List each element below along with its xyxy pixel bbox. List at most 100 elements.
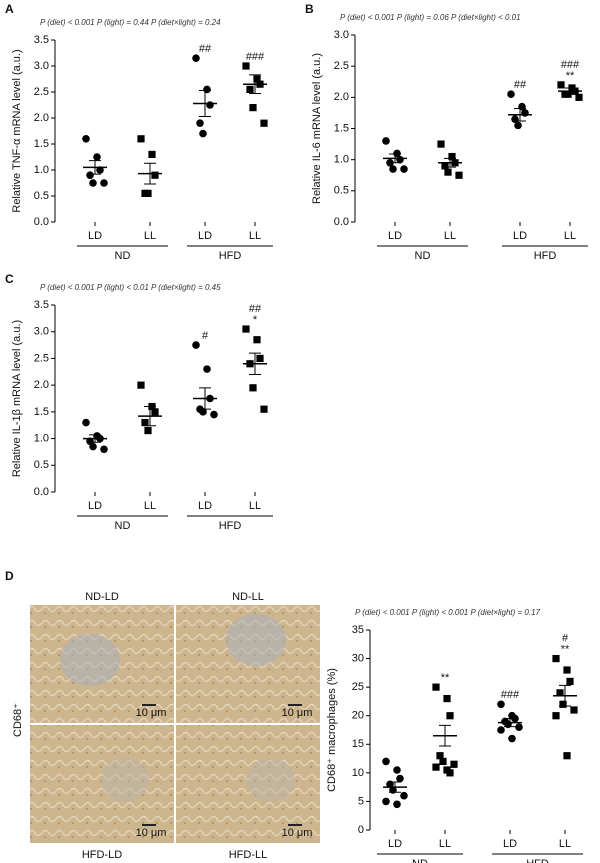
glomerulus bbox=[101, 758, 149, 802]
data-point bbox=[151, 408, 159, 416]
micrograph-title: HFD-LD bbox=[82, 849, 122, 861]
error-bar bbox=[144, 406, 156, 427]
y-tick-label: 2.0 bbox=[34, 112, 49, 124]
x-tick-label: LD bbox=[513, 230, 527, 242]
panel-label: B bbox=[305, 2, 314, 16]
data-point bbox=[210, 410, 218, 419]
x-tick-label: LL bbox=[249, 500, 261, 512]
data-point bbox=[144, 189, 152, 197]
error-bar bbox=[504, 718, 516, 728]
x-tick-label: LD bbox=[88, 230, 102, 242]
data-point bbox=[446, 712, 454, 720]
panel-label: D bbox=[5, 569, 14, 583]
data-point bbox=[514, 121, 522, 130]
data-point bbox=[203, 85, 211, 94]
error-bar bbox=[444, 157, 456, 168]
data-point bbox=[400, 791, 408, 800]
y-tick-label: 0 bbox=[358, 824, 364, 836]
y-axis-label: Relative IL-6 mRNA level (a.u.) bbox=[311, 53, 323, 204]
data-point bbox=[448, 152, 456, 161]
error-bar bbox=[439, 724, 451, 747]
x-tick-label: LL bbox=[439, 838, 451, 850]
data-point bbox=[192, 341, 200, 349]
data-point bbox=[444, 168, 452, 176]
data-point bbox=[441, 162, 449, 170]
y-tick-label: 2.5 bbox=[334, 60, 349, 72]
x-tick-label: LD bbox=[198, 230, 212, 242]
data-point bbox=[242, 325, 250, 333]
data-point bbox=[93, 153, 101, 161]
data-point bbox=[196, 119, 204, 127]
glomerulus bbox=[60, 634, 120, 686]
panel-label: C bbox=[5, 272, 14, 286]
data-point bbox=[575, 93, 583, 101]
y-tick-label: 0.5 bbox=[334, 185, 349, 197]
x-tick-label: LD bbox=[88, 500, 102, 512]
significance-label: ** bbox=[566, 70, 575, 82]
micrograph-title: ND-LL bbox=[232, 591, 264, 603]
error-bar bbox=[564, 87, 576, 95]
data-point bbox=[148, 150, 156, 158]
y-axis-label: Relative IL-1β mRNA level (a.u.) bbox=[11, 320, 23, 477]
data-point bbox=[443, 694, 451, 703]
significance-label: * bbox=[253, 314, 258, 326]
data-point bbox=[144, 426, 152, 435]
y-tick-label: 1.0 bbox=[334, 154, 349, 166]
group-label: ND bbox=[115, 520, 131, 532]
scale-label: 10 μm bbox=[136, 827, 167, 839]
data-point bbox=[437, 140, 445, 148]
y-tick-label: 1.0 bbox=[34, 164, 49, 176]
data-point bbox=[432, 683, 440, 691]
y-tick-label: 2.0 bbox=[334, 91, 349, 103]
group-label: ND bbox=[115, 250, 131, 262]
y-tick-label: 1.5 bbox=[34, 138, 49, 150]
data-point bbox=[515, 723, 523, 731]
error-bar bbox=[144, 162, 156, 185]
data-point bbox=[199, 408, 207, 416]
data-point bbox=[436, 752, 444, 760]
data-point bbox=[552, 654, 560, 663]
error-bar bbox=[389, 153, 401, 164]
data-point bbox=[192, 54, 200, 62]
y-tick-label: 2.5 bbox=[34, 86, 49, 98]
x-tick-label: LL bbox=[559, 838, 571, 850]
error-bar bbox=[89, 160, 101, 175]
stats-text: P (diet) < 0.001 P (light) < 0.001 P (di… bbox=[355, 608, 541, 617]
stats-text: P (diet) < 0.001 P (light) < 0.01 P (die… bbox=[40, 283, 221, 292]
data-point bbox=[497, 700, 505, 709]
data-point bbox=[242, 62, 250, 70]
data-point bbox=[439, 757, 447, 766]
data-point bbox=[552, 712, 560, 720]
significance-label: ## bbox=[249, 303, 262, 315]
error-bar bbox=[249, 352, 261, 375]
y-tick-label: 30 bbox=[352, 652, 364, 664]
data-point bbox=[249, 384, 257, 392]
group-label: HFD bbox=[219, 520, 242, 532]
x-tick-label: LL bbox=[444, 230, 456, 242]
micrograph-title: HFD-LL bbox=[229, 849, 268, 861]
data-point bbox=[455, 171, 463, 179]
data-point bbox=[260, 405, 268, 413]
data-point bbox=[570, 706, 578, 714]
data-point bbox=[253, 75, 261, 83]
data-point bbox=[100, 179, 108, 187]
stain-label: CD68⁺ bbox=[12, 703, 24, 737]
y-tick-label: 0.0 bbox=[34, 216, 49, 228]
y-tick-label: 10 bbox=[352, 767, 364, 779]
data-point bbox=[141, 418, 149, 427]
error-bar bbox=[559, 684, 571, 707]
x-tick-label: LD bbox=[198, 500, 212, 512]
data-point bbox=[557, 81, 565, 89]
data-point bbox=[559, 700, 567, 708]
data-point bbox=[521, 109, 529, 117]
y-tick-label: 1.5 bbox=[334, 122, 349, 134]
significance-label: ** bbox=[561, 643, 570, 655]
y-tick-label: 20 bbox=[352, 710, 364, 722]
data-point bbox=[507, 90, 515, 99]
y-tick-label: 3.0 bbox=[34, 326, 49, 338]
error-bar bbox=[199, 387, 211, 410]
x-tick-label: LL bbox=[144, 500, 156, 512]
error-bar bbox=[514, 108, 526, 122]
data-point bbox=[206, 101, 214, 109]
